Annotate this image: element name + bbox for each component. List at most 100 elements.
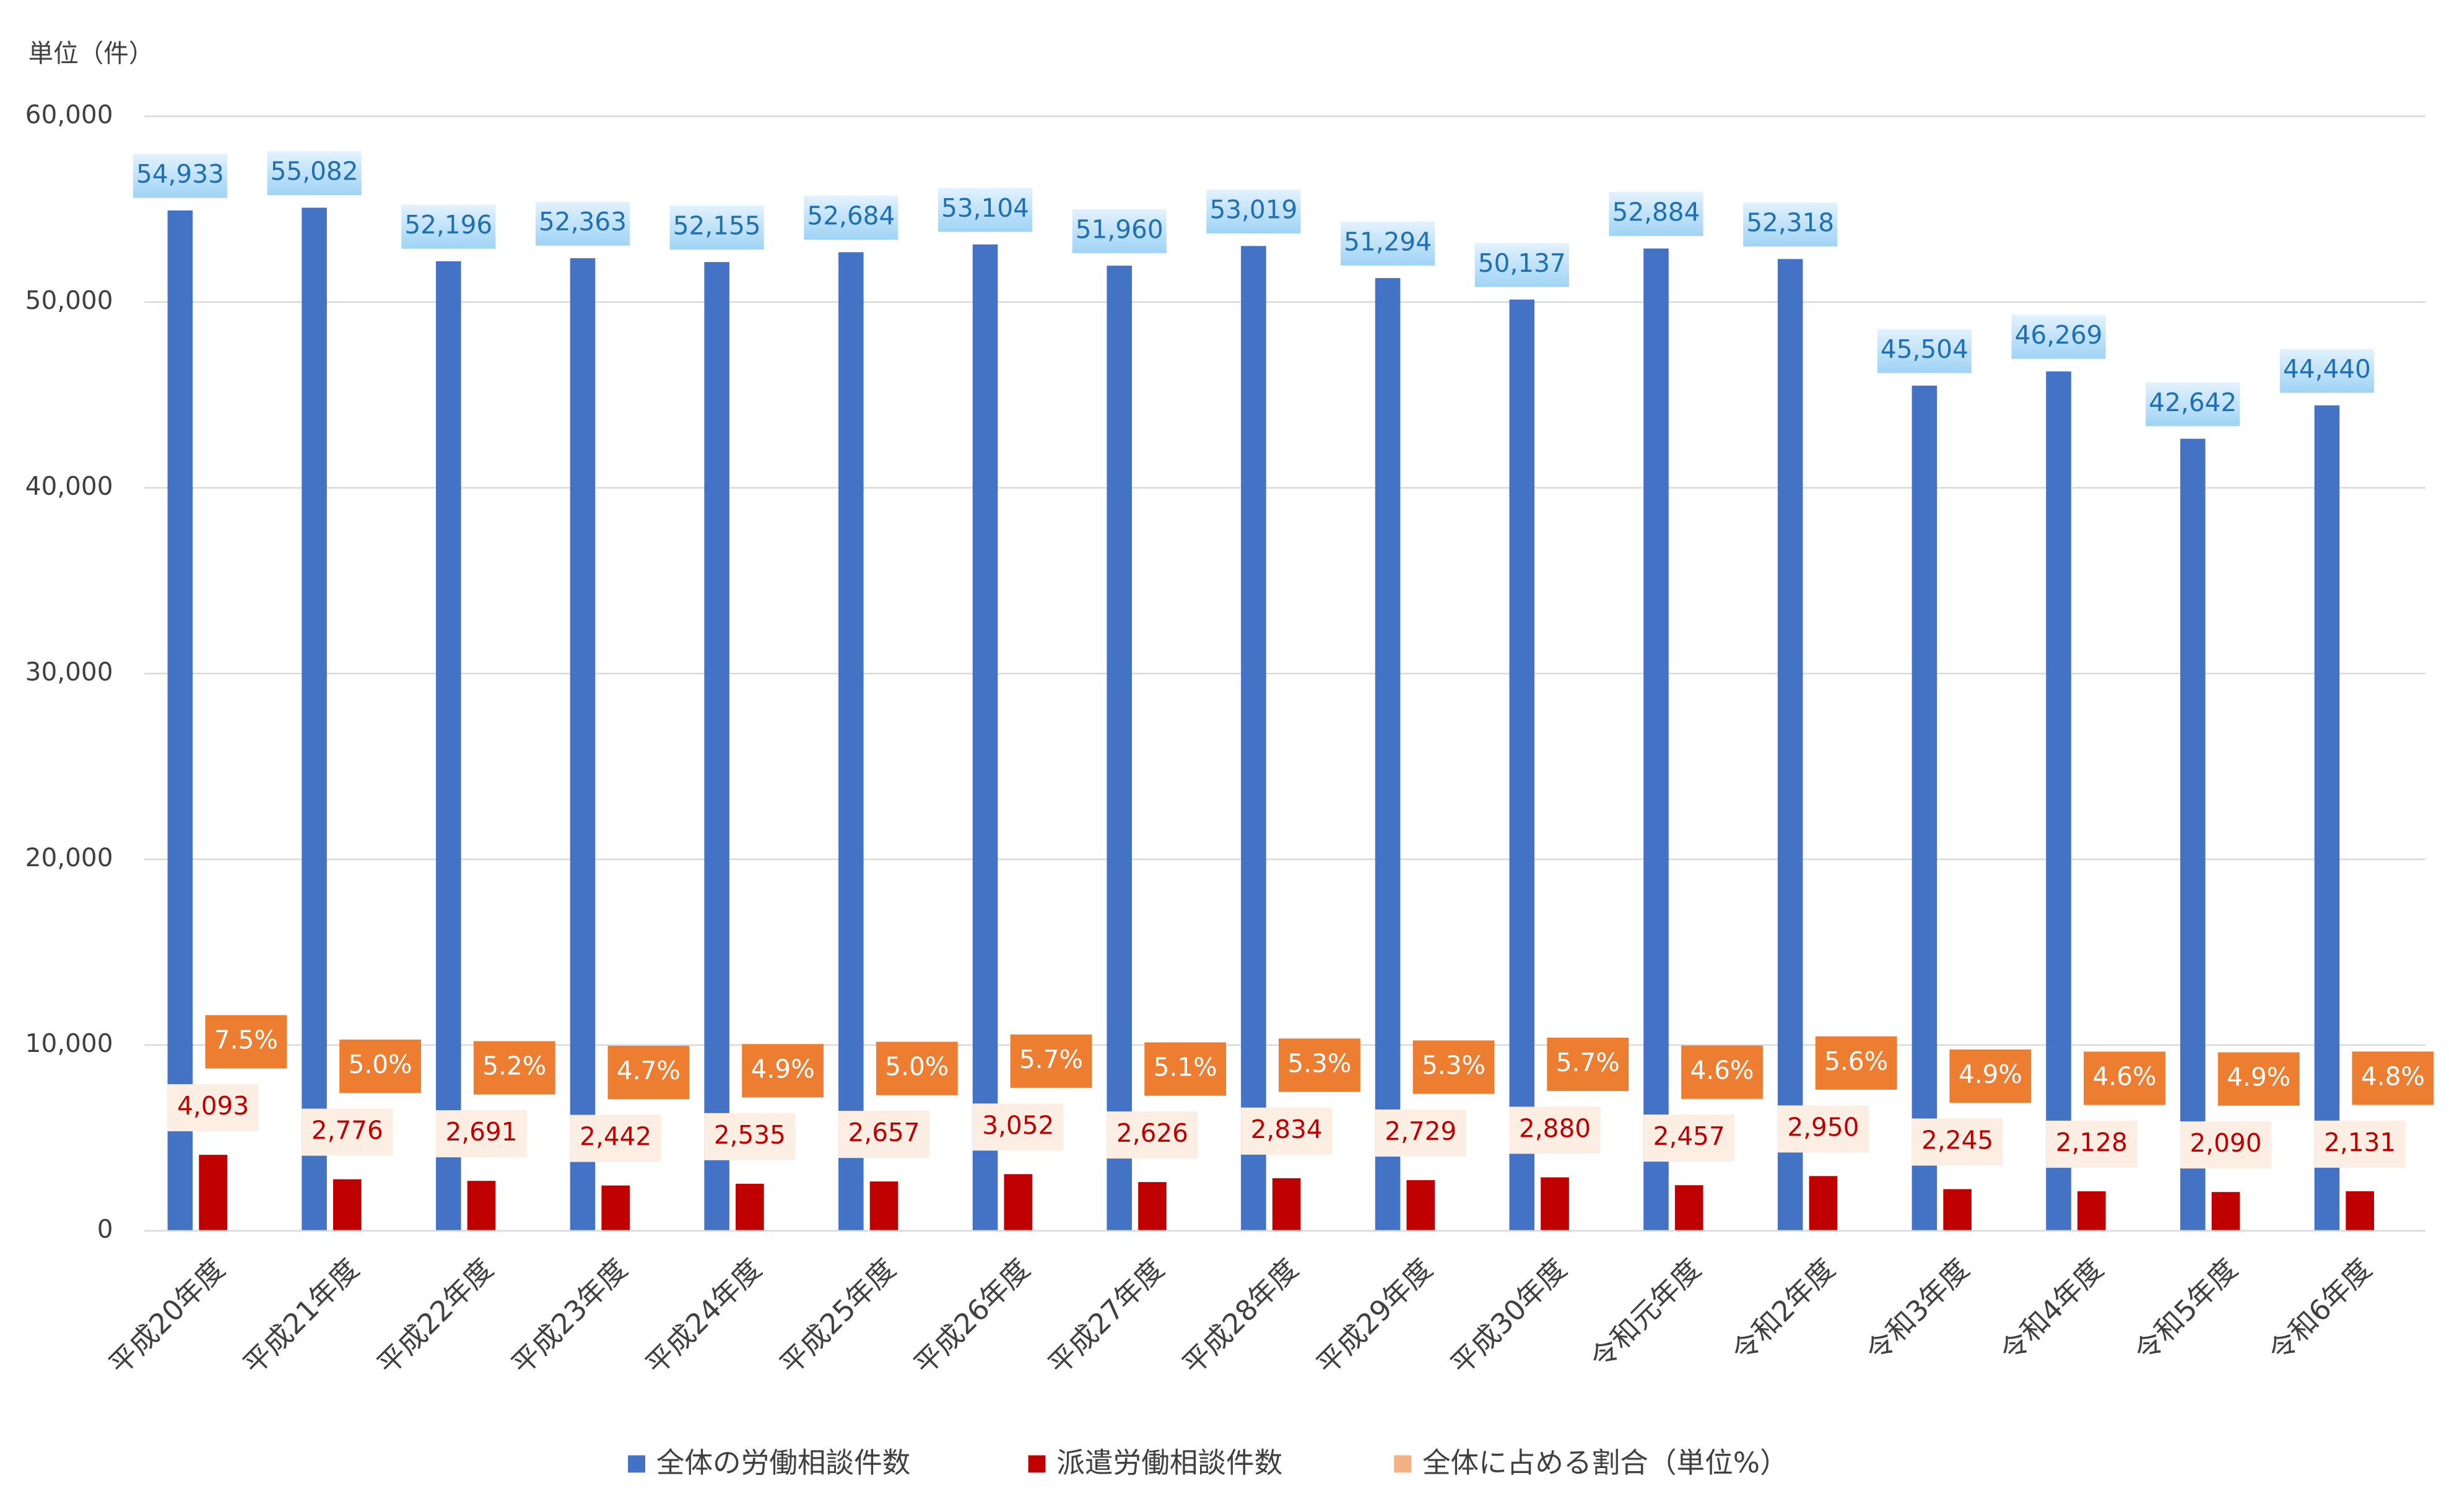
total-bar bbox=[435, 261, 461, 1231]
total-value-label: 53,104 bbox=[941, 193, 1029, 223]
dispatch-value-label: 2,950 bbox=[1787, 1112, 1859, 1142]
dispatch-label-box bbox=[167, 1084, 259, 1132]
dispatch-label-box bbox=[302, 1108, 393, 1156]
dispatch-label-box bbox=[2046, 1120, 2138, 1168]
dispatch-label-box bbox=[1643, 1114, 1735, 1162]
total-bar bbox=[1643, 248, 1669, 1231]
dispatch-value-label: 2,442 bbox=[580, 1122, 651, 1152]
total-value-label: 52,155 bbox=[673, 211, 761, 240]
ratio-value-label: 5.2% bbox=[482, 1051, 546, 1081]
ratio-label bbox=[1412, 1040, 1495, 1094]
dispatch-bar bbox=[199, 1155, 227, 1231]
total-bar bbox=[1241, 246, 1266, 1231]
dispatch-value-label: 2,457 bbox=[1653, 1121, 1725, 1151]
total-bar bbox=[838, 252, 864, 1231]
total-bar bbox=[2046, 371, 2071, 1231]
total-value-label: 52,363 bbox=[539, 207, 627, 237]
dispatch-bar bbox=[1004, 1174, 1033, 1231]
y-tick-label: 40,000 bbox=[25, 471, 113, 501]
ratio-value-label: 5.1% bbox=[1154, 1053, 1217, 1082]
total-label-box bbox=[2011, 315, 2106, 359]
total-label-box bbox=[1341, 221, 1435, 266]
unit-title: 単位（件） bbox=[28, 38, 154, 68]
dispatch-label-box bbox=[1241, 1107, 1333, 1155]
x-tick-label: 平成23年度 bbox=[505, 1253, 634, 1381]
ratio-label bbox=[2217, 1052, 2300, 1106]
x-tick-label: 令和4年度 bbox=[1994, 1253, 2110, 1368]
x-tick-label: 令和5年度 bbox=[2128, 1253, 2244, 1368]
ratio-value-label: 5.0% bbox=[885, 1052, 949, 1082]
x-tick-label: 令和3年度 bbox=[1860, 1253, 1975, 1368]
total-value-label: 55,082 bbox=[271, 157, 359, 186]
dispatch-label-box bbox=[2180, 1121, 2271, 1169]
total-label-box bbox=[535, 201, 630, 246]
x-tick-label: 平成21年度 bbox=[237, 1253, 366, 1381]
total-label-box bbox=[669, 205, 764, 250]
ratio-label bbox=[473, 1041, 555, 1095]
dispatch-label-box bbox=[838, 1111, 930, 1158]
dispatch-bar bbox=[869, 1181, 898, 1231]
total-value-label: 52,196 bbox=[404, 210, 492, 240]
total-value-label: 54,933 bbox=[136, 159, 224, 189]
ratio-value-label: 5.7% bbox=[1556, 1048, 1620, 1077]
dispatch-bar bbox=[1541, 1177, 1569, 1231]
ratio-label bbox=[1815, 1036, 1897, 1090]
total-label-box bbox=[133, 154, 227, 198]
total-label-box bbox=[267, 151, 362, 196]
dispatch-value-label: 2,128 bbox=[2056, 1127, 2128, 1157]
dispatch-value-label: 2,729 bbox=[1385, 1116, 1456, 1146]
total-bar bbox=[704, 262, 729, 1231]
total-value-label: 42,642 bbox=[2149, 388, 2237, 417]
y-tick-label: 20,000 bbox=[25, 843, 113, 872]
total-bar bbox=[302, 207, 327, 1231]
ratio-label bbox=[339, 1039, 421, 1093]
ratio-value-label: 4.6% bbox=[1690, 1056, 1754, 1085]
x-tick-label: 平成28年度 bbox=[1176, 1253, 1305, 1381]
total-bar bbox=[2314, 405, 2340, 1231]
ratio-label bbox=[876, 1041, 958, 1095]
total-value-label: 50,137 bbox=[1478, 248, 1566, 278]
dispatch-label-box bbox=[1107, 1111, 1198, 1159]
total-label-box bbox=[1206, 189, 1301, 234]
x-tick-label: 平成27年度 bbox=[1042, 1253, 1171, 1381]
total-value-label: 44,440 bbox=[2283, 354, 2371, 384]
dispatch-bar bbox=[1138, 1182, 1167, 1231]
dispatch-label-box bbox=[2314, 1120, 2406, 1168]
total-value-label: 51,294 bbox=[1344, 227, 1432, 256]
x-tick-label: 平成30年度 bbox=[1445, 1253, 1573, 1381]
dispatch-label-box bbox=[704, 1113, 796, 1160]
y-tick-label: 10,000 bbox=[25, 1028, 113, 1058]
total-value-label: 53,019 bbox=[1209, 195, 1297, 225]
dispatch-value-label: 2,834 bbox=[1251, 1114, 1323, 1144]
ratio-value-label: 5.3% bbox=[1287, 1048, 1351, 1078]
legend-swatch bbox=[628, 1455, 645, 1473]
total-bar bbox=[1107, 266, 1132, 1231]
total-bar bbox=[2180, 438, 2206, 1231]
x-tick-label: 平成25年度 bbox=[773, 1253, 902, 1381]
dispatch-bar bbox=[736, 1183, 764, 1231]
total-value-label: 45,504 bbox=[1881, 334, 1968, 364]
total-value-label: 52,884 bbox=[1612, 198, 1700, 227]
total-value-label: 52,318 bbox=[1746, 208, 1834, 238]
total-label-box bbox=[804, 196, 898, 240]
ratio-label bbox=[1547, 1037, 1629, 1092]
ratio-label bbox=[1278, 1038, 1360, 1092]
x-tick-label: 平成29年度 bbox=[1310, 1253, 1439, 1381]
total-value-label: 52,684 bbox=[807, 201, 895, 231]
y-tick-label: 60,000 bbox=[25, 100, 113, 129]
ratio-value-label: 5.7% bbox=[1019, 1045, 1083, 1074]
ratio-value-label: 4.7% bbox=[617, 1056, 681, 1085]
total-bar bbox=[1509, 299, 1535, 1231]
dispatch-value-label: 2,535 bbox=[714, 1120, 786, 1150]
ratio-value-label: 4.9% bbox=[1959, 1059, 2022, 1089]
dispatch-bar bbox=[333, 1179, 362, 1231]
y-tick-label: 0 bbox=[97, 1214, 113, 1244]
dispatch-bar bbox=[2077, 1191, 2106, 1231]
total-label-box bbox=[401, 204, 496, 249]
dispatch-value-label: 2,626 bbox=[1116, 1118, 1188, 1148]
x-tick-label: 令和2年度 bbox=[1726, 1253, 1842, 1368]
dispatch-label-box bbox=[435, 1110, 528, 1158]
ratio-label bbox=[2084, 1051, 2165, 1105]
ratio-value-label: 7.5% bbox=[214, 1025, 278, 1055]
dispatch-value-label: 3,052 bbox=[982, 1110, 1054, 1140]
